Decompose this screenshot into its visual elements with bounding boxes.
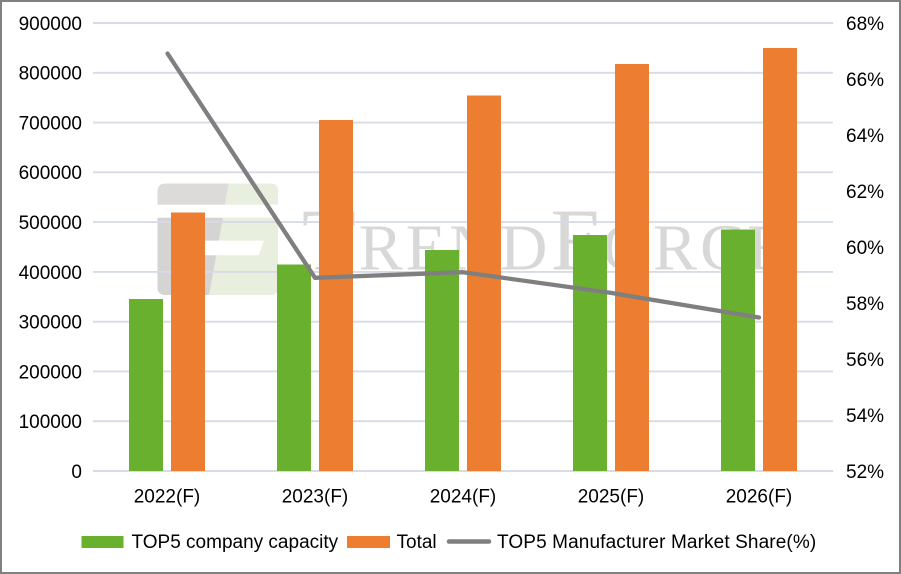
svg-text:64%: 64% [846,126,884,147]
svg-text:58%: 58% [846,294,884,315]
svg-text:TOP5 company capacity: TOP5 company capacity [132,532,339,553]
svg-text:2024(F): 2024(F) [430,487,497,508]
svg-text:600000: 600000 [19,163,82,184]
svg-text:100000: 100000 [19,412,82,433]
svg-text:TOP5 Manufacturer Market Share: TOP5 Manufacturer Market Share(%) [497,532,816,553]
svg-text:56%: 56% [846,350,884,371]
svg-text:68%: 68% [846,14,884,35]
svg-text:700000: 700000 [19,114,82,135]
svg-text:Total: Total [397,532,437,553]
svg-text:2023(F): 2023(F) [282,487,349,508]
svg-text:400000: 400000 [19,263,82,284]
svg-text:800000: 800000 [19,64,82,85]
svg-text:2026(F): 2026(F) [726,487,793,508]
svg-text:66%: 66% [846,70,884,91]
svg-text:200000: 200000 [19,362,82,383]
svg-text:52%: 52% [846,462,884,483]
svg-text:54%: 54% [846,406,884,427]
svg-text:900000: 900000 [19,14,82,35]
svg-text:62%: 62% [846,182,884,203]
svg-text:0: 0 [71,462,82,483]
svg-text:2025(F): 2025(F) [578,487,645,508]
svg-text:2022(F): 2022(F) [134,487,201,508]
svg-text:300000: 300000 [19,313,82,334]
svg-text:500000: 500000 [19,213,82,234]
svg-text:60%: 60% [846,238,884,259]
